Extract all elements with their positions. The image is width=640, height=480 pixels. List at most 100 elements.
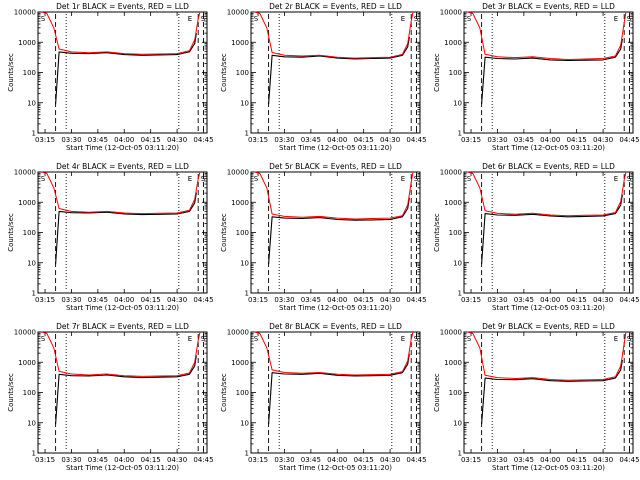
x-tick-label: 03:15 [461,136,481,144]
chart-panel-6: 1 10 100 1000 10000 03:15 03:30 03:45 04:00 04:15… [433,162,640,312]
time-marker-label: E [614,15,618,23]
x-tick-label: 03:15 [35,296,55,304]
panel-title: Det 5r BLACK = Events, RED = LLD [269,162,402,171]
panel-title: Det 2r BLACK = Events, RED = LLD [269,2,402,11]
x-tick-label: 03:30 [274,296,294,304]
plot-frame [37,171,208,294]
plot-frame [463,11,634,134]
y-tick-label: 100 [449,229,462,237]
y-tick-label: 1 [32,450,36,458]
time-marker-label: S [201,175,206,183]
x-axis-title: Start Time (12-Oct-05 03:11:20) [492,304,605,312]
x-tick-label: 03:45 [88,136,108,144]
x-tick-label: 04:00 [540,296,560,304]
x-tick-label: 04:45 [406,136,426,144]
y-tick-label: 1000 [18,359,36,367]
y-tick-label: 1000 [231,359,249,367]
x-tick-label: 04:30 [167,456,187,464]
chart-panel-3: 1 10 100 1000 10000 03:15 03:30 03:45 04:00 04:15… [433,2,640,152]
x-tick-label: 04:45 [406,456,426,464]
time-marker-label: S [467,335,472,343]
y-tick-label: 1000 [444,359,462,367]
y-axis-title: Counts/sec [7,373,15,412]
events-series-line [55,33,197,105]
x-tick-label: 03:15 [461,296,481,304]
lld-series-line [41,11,201,55]
y-tick-label: 1 [458,290,462,298]
plot-frame [463,331,634,454]
plot-frame [37,11,208,134]
y-tick-label: 100 [23,69,36,77]
y-tick-label: 10 [240,419,249,427]
time-marker-label: S [467,15,472,23]
x-tick-label: 04:15 [567,296,587,304]
time-marker-label: S [201,335,206,343]
chart-panel-8: 1 10 100 1000 10000 03:15 03:30 03:45 04:00 04:15… [220,322,427,472]
x-tick-label: 04:15 [141,296,161,304]
x-tick-label: 03:30 [274,136,294,144]
x-tick-label: 03:30 [61,296,81,304]
time-marker-label: E [188,335,192,343]
y-tick-label: 10 [453,419,462,427]
x-axis-title: Start Time (12-Oct-05 03:11:20) [492,144,605,152]
chart-panel-9: 1 10 100 1000 10000 03:15 03:30 03:45 04:00 04:15… [433,322,640,472]
x-tick-label: 03:45 [514,296,534,304]
y-tick-label: 1000 [18,199,36,207]
y-tick-label: 10 [240,259,249,267]
lld-series-line [467,171,627,217]
x-tick-label: 04:00 [327,456,347,464]
lld-series-line [41,171,201,215]
y-tick-label: 10000 [14,9,36,17]
time-marker-label: E [188,15,192,23]
x-tick-label: 03:30 [61,136,81,144]
y-tick-label: 100 [236,389,249,397]
x-axis-title: Start Time (12-Oct-05 03:11:20) [279,304,392,312]
y-tick-label: 10000 [14,169,36,177]
events-series-line [268,197,410,265]
x-tick-label: 04:45 [619,456,639,464]
lld-series-line [254,331,414,376]
x-tick-label: 03:45 [514,456,534,464]
y-tick-label: 10 [27,419,36,427]
time-marker-label: E [401,175,405,183]
x-tick-label: 03:45 [301,296,321,304]
time-marker-label: S [414,15,419,23]
y-axis-title: Counts/sec [7,213,15,252]
y-axis-title: Counts/sec [220,213,228,252]
x-tick-label: 03:45 [88,296,108,304]
y-tick-label: 1 [32,130,36,138]
panel-title: Det 9r BLACK = Events, RED = LLD [482,322,615,331]
x-tick-label: 04:30 [380,296,400,304]
x-tick-label: 04:30 [380,456,400,464]
x-tick-label: 04:00 [114,456,134,464]
time-marker-label: E [614,175,618,183]
y-tick-label: 10 [453,259,462,267]
x-axis-title: Start Time (12-Oct-05 03:11:20) [66,464,179,472]
events-series-line [481,38,623,105]
y-tick-label: 100 [449,389,462,397]
y-tick-label: 10000 [227,169,249,177]
time-marker-label: S [254,335,259,343]
y-axis-title: Counts/sec [220,373,228,412]
y-tick-label: 10000 [440,329,462,337]
y-tick-label: 1 [458,450,462,458]
y-tick-label: 1000 [444,199,462,207]
panel-title: Det 6r BLACK = Events, RED = LLD [482,162,615,171]
chart-panel-2: 1 10 100 1000 10000 03:15 03:30 03:45 04:00 04:15… [220,2,427,152]
y-axis-title: Counts/sec [433,373,441,412]
time-marker-label: E [614,335,618,343]
time-marker-label: S [627,335,632,343]
x-tick-label: 04:45 [619,296,639,304]
x-tick-label: 04:15 [141,136,161,144]
x-tick-label: 04:45 [193,456,213,464]
x-tick-label: 04:45 [406,296,426,304]
time-marker-label: S [41,15,46,23]
chart-panel-5: 1 10 100 1000 10000 03:15 03:30 03:45 04:00 04:15… [220,162,427,312]
x-tick-label: 03:30 [487,456,507,464]
time-marker-label: S [41,335,46,343]
x-tick-label: 03:15 [35,136,55,144]
panel-title: Det 4r BLACK = Events, RED = LLD [56,162,189,171]
y-tick-label: 100 [236,229,249,237]
time-marker-label: S [627,175,632,183]
time-marker-label: E [401,335,405,343]
